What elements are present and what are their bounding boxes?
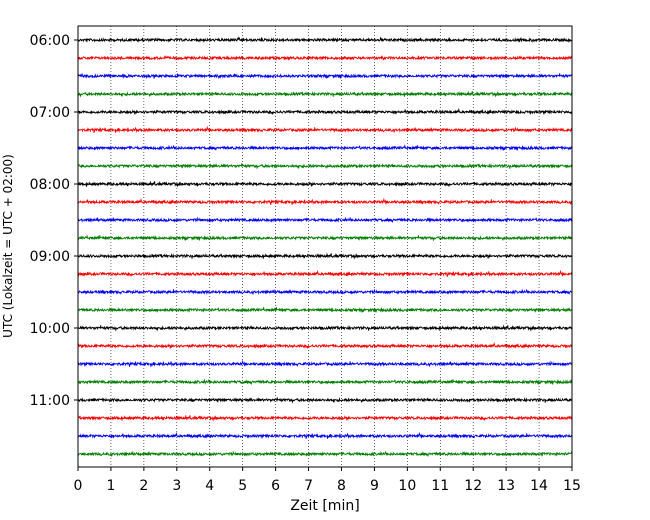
x-axis: 0 1 2 3 4 5 6 7 8 9 10 11 12 13 14 15 bbox=[74, 467, 581, 494]
x-tick-label: 3 bbox=[172, 478, 181, 494]
trace-0815 bbox=[77, 197, 573, 205]
y-axis-label: UTC (Lokalzeit = UTC + 02:00) bbox=[1, 154, 15, 338]
x-tick-label: 0 bbox=[74, 478, 83, 494]
x-tick-label: 14 bbox=[530, 478, 548, 494]
trace-0615 bbox=[77, 55, 573, 61]
x-tick-label: 11 bbox=[431, 478, 449, 494]
x-tick-label: 7 bbox=[304, 478, 313, 494]
y-tick-label: 10:00 bbox=[30, 321, 70, 337]
trace-0915 bbox=[77, 269, 573, 277]
trace-0900 bbox=[77, 252, 573, 260]
x-tick-label: 6 bbox=[271, 478, 280, 494]
x-tick-label: 10 bbox=[398, 478, 416, 494]
trace-1130 bbox=[77, 431, 573, 439]
x-axis-label: Zeit [min] bbox=[290, 498, 359, 514]
x-tick-label: 2 bbox=[139, 478, 148, 494]
trace-group bbox=[77, 36, 573, 458]
trace-1115 bbox=[77, 414, 573, 422]
trace-1015 bbox=[77, 341, 573, 349]
y-tick-label: 11:00 bbox=[30, 393, 70, 409]
trace-1045 bbox=[77, 378, 573, 386]
trace-1100 bbox=[77, 397, 573, 404]
trace-0830 bbox=[77, 216, 573, 224]
x-tick-label: 15 bbox=[563, 478, 581, 494]
y-tick-label: 08:00 bbox=[30, 177, 70, 193]
trace-0730 bbox=[77, 144, 573, 152]
y-tick-label: 07:00 bbox=[30, 105, 70, 121]
y-tick-label: 06:00 bbox=[30, 33, 70, 49]
trace-0745 bbox=[77, 163, 573, 170]
trace-1000 bbox=[77, 324, 573, 332]
x-tick-label: 13 bbox=[497, 478, 515, 494]
trace-0715 bbox=[77, 125, 573, 133]
trace-0630 bbox=[77, 73, 573, 80]
x-tick-label: 5 bbox=[238, 478, 247, 494]
trace-1030 bbox=[77, 359, 573, 367]
trace-0700 bbox=[77, 107, 573, 115]
x-tick-label: 9 bbox=[370, 478, 379, 494]
trace-0930 bbox=[77, 288, 573, 296]
trace-0600 bbox=[77, 36, 573, 43]
x-tick-label: 4 bbox=[205, 478, 214, 494]
x-tick-label: 8 bbox=[337, 478, 346, 494]
trace-0800 bbox=[77, 180, 573, 188]
y-axis: 06:00 07:00 08:00 09:00 10:00 11:00 bbox=[30, 33, 78, 409]
x-tick-label: 1 bbox=[106, 478, 115, 494]
y-tick-label: 09:00 bbox=[30, 249, 70, 265]
trace-0845 bbox=[77, 234, 573, 242]
x-tick-label: 12 bbox=[464, 478, 482, 494]
trace-0645 bbox=[77, 90, 573, 98]
trace-0945 bbox=[77, 306, 573, 313]
trace-1145 bbox=[77, 450, 573, 458]
plot-frame bbox=[77, 25, 573, 468]
